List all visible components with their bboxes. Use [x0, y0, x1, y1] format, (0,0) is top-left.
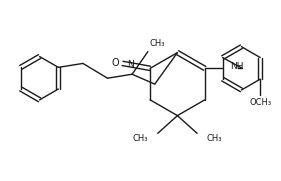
Text: CH₃: CH₃ — [207, 134, 223, 143]
Text: O: O — [112, 58, 119, 68]
Text: N: N — [127, 60, 133, 69]
Text: OCH₃: OCH₃ — [249, 98, 271, 107]
Text: CH₃: CH₃ — [150, 39, 165, 48]
Text: CH₃: CH₃ — [132, 134, 148, 143]
Text: NH: NH — [230, 62, 244, 71]
